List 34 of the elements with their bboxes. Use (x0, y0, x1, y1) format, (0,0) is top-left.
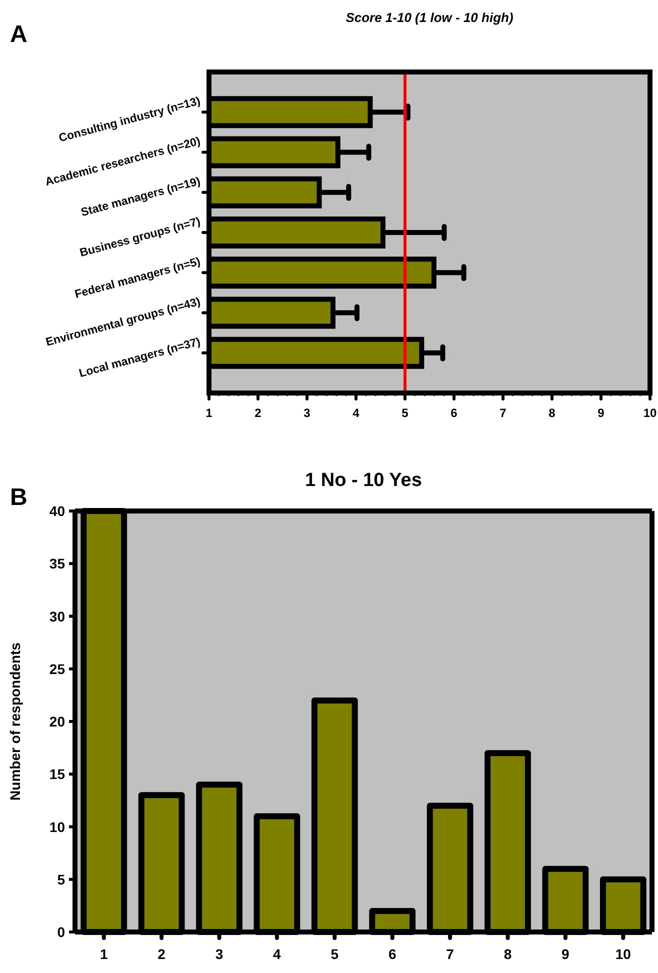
y-tick-label: 10 (49, 818, 66, 835)
text: A (10, 21, 28, 48)
y-tick-label: 15 (49, 766, 66, 782)
y-tick-label: 20 (49, 714, 66, 730)
y-axis-title: Number of respondents (7, 642, 23, 800)
x-tick-label: 4 (273, 946, 282, 962)
y-tick-label: 30 (49, 608, 66, 624)
y-tick-label: 25 (49, 660, 66, 677)
x-tick-label: 10 (643, 406, 657, 420)
x-tick-label: 8 (548, 406, 556, 420)
chart-title: 1 No - 10 Yes (305, 470, 422, 491)
x-tick-label: 7 (500, 406, 507, 420)
y-tick-label: 35 (49, 556, 66, 572)
x-tick-label: 1 (100, 946, 108, 962)
text: B (10, 484, 28, 511)
x-tick-label: 5 (402, 406, 409, 420)
x-tick-label: 4 (352, 406, 360, 420)
y-tick-label: 40 (49, 503, 66, 519)
x-tick-label: 9 (562, 946, 570, 962)
y-tick-label: 0 (57, 924, 66, 940)
x-tick-label: 2 (158, 946, 166, 962)
chart-title: Score 1-10 (1 low - 10 high) (346, 10, 514, 25)
x-tick-label: 7 (446, 946, 454, 962)
x-tick-label: 6 (388, 946, 396, 962)
x-tick-label: 2 (254, 406, 262, 420)
x-tick-label: 3 (304, 406, 311, 420)
y-tick-label: 5 (57, 871, 66, 888)
x-tick-label: 6 (450, 406, 458, 420)
x-tick-label: 10 (615, 946, 632, 962)
x-tick-label: 9 (598, 406, 605, 420)
x-tick-label: 1 (206, 406, 213, 420)
x-tick-label: 3 (215, 946, 224, 962)
x-tick-label: 5 (330, 946, 339, 962)
x-tick-label: 8 (504, 946, 512, 962)
